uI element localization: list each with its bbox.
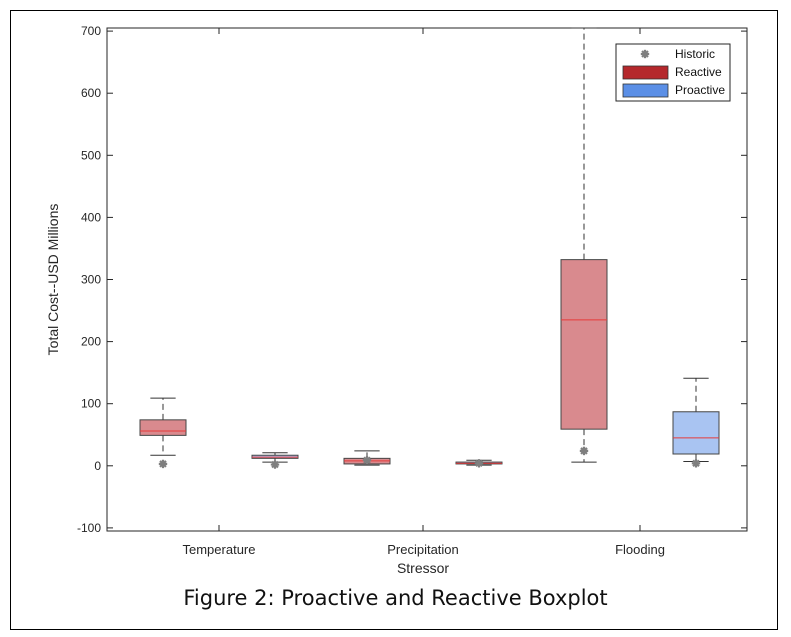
x-tick-label: Flooding (615, 542, 665, 557)
y-tick-label: -100 (77, 521, 101, 535)
legend-swatch-proactive (622, 83, 669, 98)
legend-historic-marker (640, 49, 650, 59)
historic-marker (691, 459, 701, 468)
x-axis-label: Stressor (397, 560, 449, 576)
y-tick-label: 500 (81, 148, 101, 162)
y-tick-label: 100 (81, 397, 101, 411)
box-reactive (139, 419, 187, 436)
y-axis-label: Total Cost--USD Millions (45, 204, 61, 356)
historic-marker (362, 456, 372, 465)
box-reactive (560, 259, 608, 430)
x-tick-label: Precipitation (387, 542, 459, 557)
y-tick-label: 700 (81, 24, 101, 38)
plot-area (106, 27, 748, 532)
box-proactive (672, 411, 720, 455)
x-tick-label: Temperature (183, 542, 256, 557)
y-tick-label: 600 (81, 86, 101, 100)
legend-label-proactive: Proactive (675, 83, 725, 97)
historic-marker (474, 459, 484, 468)
historic-marker (579, 446, 589, 456)
historic-marker (158, 459, 168, 469)
legend-label-historic: Historic (675, 47, 715, 61)
historic-marker (270, 460, 280, 469)
y-tick-label: 0 (94, 459, 101, 473)
legend-label-reactive: Reactive (675, 65, 722, 79)
figure-frame (10, 10, 778, 630)
y-tick-label: 300 (81, 273, 101, 287)
y-tick-label: 200 (81, 335, 101, 349)
legend-swatch-reactive (622, 65, 669, 80)
figure-caption: Figure 2: Proactive and Reactive Boxplot (183, 586, 608, 610)
y-tick-label: 400 (81, 210, 101, 224)
